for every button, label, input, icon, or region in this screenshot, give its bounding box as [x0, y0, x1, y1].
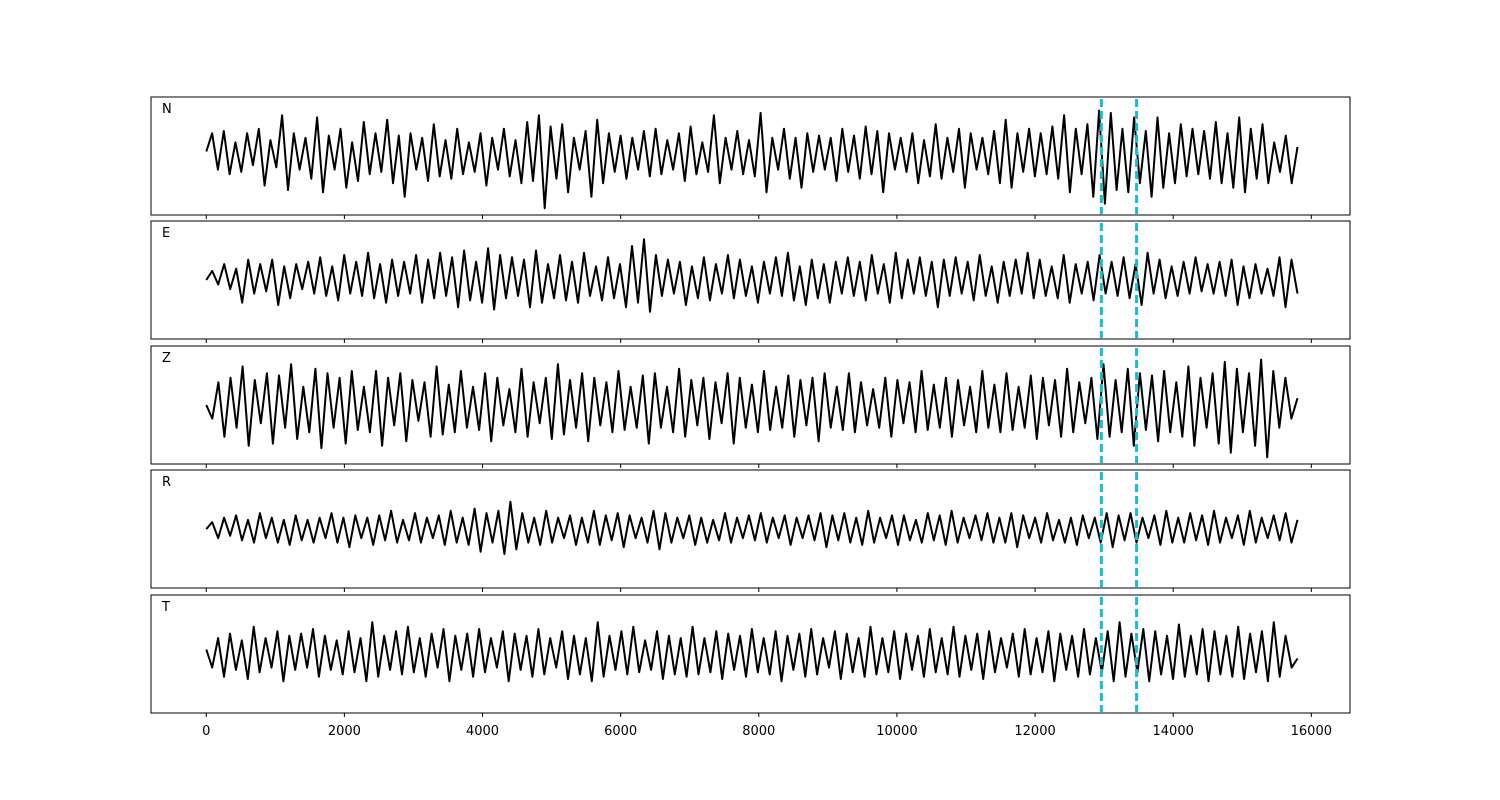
- panel-frame: [150, 220, 1351, 340]
- panel-label-e: E: [162, 226, 170, 241]
- x-tick-label: 6000: [604, 724, 637, 739]
- x-tick-label: 8000: [742, 724, 775, 739]
- x-tick-label: 0: [202, 724, 210, 739]
- panel-z: Z: [150, 345, 1351, 468]
- trace-r: [205, 500, 1299, 555]
- panel-label-n: N: [162, 102, 172, 117]
- panel-n: N: [150, 96, 1351, 219]
- x-tick-label: 4000: [466, 724, 499, 739]
- panels: N E Z R T: [150, 96, 1351, 717]
- x-tick-label: 10000: [876, 724, 917, 739]
- x-tick-label: 16000: [1291, 724, 1332, 739]
- panel-frame: [150, 594, 1351, 714]
- panel-label-z: Z: [162, 351, 171, 366]
- trace-e: [205, 238, 1299, 313]
- x-tick-label: 14000: [1153, 724, 1194, 739]
- panel-frame: [150, 96, 1351, 216]
- panel-frame: [150, 469, 1351, 589]
- panel-t: T: [150, 594, 1351, 717]
- trace-t: [205, 621, 1299, 683]
- trace-n: [205, 109, 1299, 210]
- panel-e: E: [150, 220, 1351, 343]
- x-tick-label: 12000: [1014, 724, 1055, 739]
- panel-label-t: T: [161, 600, 170, 615]
- x-axis: 0 2000 4000 6000 8000 10000 12000 14000 16000: [202, 724, 1332, 739]
- trace-z: [205, 358, 1299, 459]
- panel-label-r: R: [162, 475, 171, 490]
- panel-r: R: [150, 469, 1351, 592]
- panel-frame: [150, 345, 1351, 465]
- x-tick-label: 2000: [328, 724, 361, 739]
